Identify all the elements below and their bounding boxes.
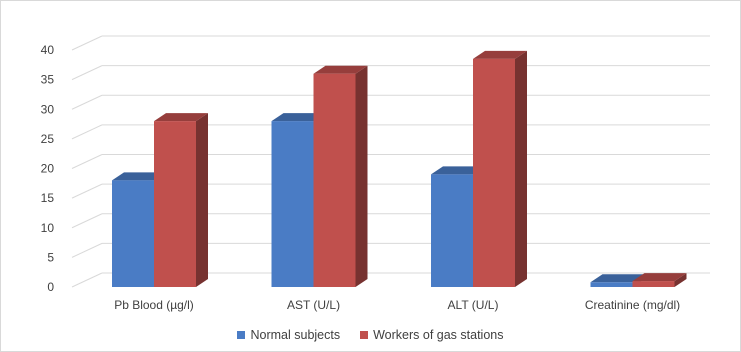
legend: Normal subjects Workers of gas stations [0,328,741,342]
bar-top [431,166,485,175]
bar-top [473,50,527,59]
legend-swatch-normal [237,331,246,339]
legend-label-workers: Workers of gas stations [373,328,504,342]
gridline-slant [71,272,103,288]
y-tick-label: 0 [47,280,54,294]
bar-workers [632,281,675,287]
gridline-slant [71,154,103,169]
y-tick-label: 10 [41,221,55,235]
y-tick-label: 15 [41,191,55,205]
bar-top [112,172,166,181]
bar-top [590,274,645,283]
x-tick-label: ALT (U/L) [448,298,499,312]
bar-top [313,65,368,74]
y-axis: 0 5 10 15 20 25 30 35 40 [41,43,55,294]
x-axis-labels: Pb Blood (µg/l) AST (U/L) ALT (U/L) Creatin… [114,298,680,312]
bar-top [632,273,687,282]
y-tick-label: 25 [41,132,55,146]
legend-item-workers: Workers of gas stations [360,328,504,342]
bar-side [674,273,687,287]
bar-normal [590,282,633,287]
gridline-slant [71,242,103,258]
bar-side [196,113,208,287]
gridline-slant [71,213,103,229]
bar-workers [473,58,515,288]
gridline-slant [71,94,103,110]
bar-top [271,113,326,122]
y-tick-label: 5 [47,250,54,264]
x-tick-label: AST (U/L) [287,298,340,312]
gridline-slant [71,35,103,51]
bar-normal [431,174,473,287]
bar-top [154,113,208,122]
bar-normal [271,121,314,287]
gridline-slant [71,65,103,81]
y-tick-label: 20 [41,162,55,176]
legend-item-normal: Normal subjects [237,328,340,342]
bars [112,50,687,288]
x-tick-label: Pb Blood (µg/l) [114,298,194,312]
bar-workers [313,73,356,287]
bar-normal [112,180,154,287]
y-tick-label: 35 [41,73,55,87]
gridline-slant [71,183,103,199]
legend-label-normal: Normal subjects [250,328,341,342]
bar-workers [154,121,196,287]
y-tick-label: 30 [41,102,55,116]
bar-side [515,50,527,288]
legend-swatch-workers [360,331,369,339]
x-tick-label: Creatinine (mg/dl) [585,298,680,312]
y-tick-label: 40 [41,43,55,57]
gridline-slant [71,124,103,140]
bar-side [355,65,368,287]
